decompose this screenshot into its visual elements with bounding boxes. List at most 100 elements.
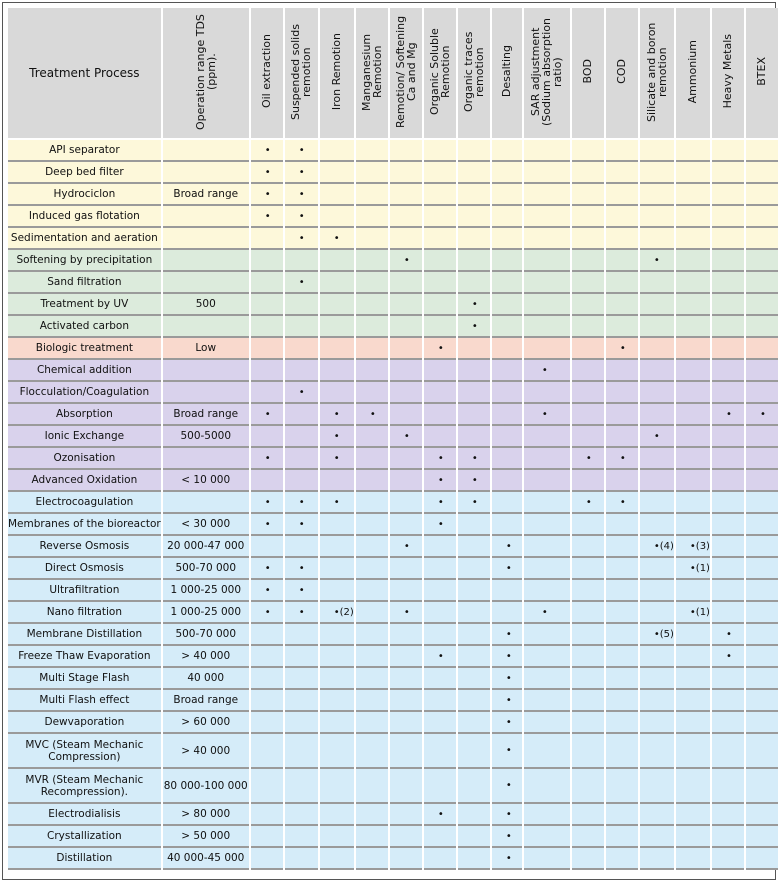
- empty-cell: [250, 338, 283, 360]
- empty-cell: [711, 769, 744, 804]
- applicability-mark: •: [319, 404, 354, 426]
- applicability-mark: •: [457, 470, 490, 492]
- empty-cell: [319, 382, 354, 404]
- empty-cell: [523, 624, 570, 646]
- empty-cell: [355, 668, 388, 690]
- empty-cell: [523, 769, 570, 804]
- table-row: Electrodialisis > 80 000 • •: [8, 804, 778, 826]
- applicability-mark: •: [571, 492, 604, 514]
- empty-cell: [711, 206, 744, 228]
- operation-range: Broad range: [162, 690, 249, 712]
- operation-range: 20 000-47 000: [162, 536, 249, 558]
- empty-cell: [639, 602, 674, 624]
- empty-cell: [639, 272, 674, 294]
- empty-cell: [389, 470, 422, 492]
- empty-cell: [571, 668, 604, 690]
- empty-cell: [523, 712, 570, 734]
- column-header: Silicate and boron remotion: [639, 8, 674, 140]
- empty-cell: [675, 404, 710, 426]
- empty-cell: [457, 536, 490, 558]
- empty-cell: [605, 769, 638, 804]
- empty-cell: [389, 712, 422, 734]
- empty-cell: [423, 382, 456, 404]
- empty-cell: [284, 426, 318, 448]
- operation-range: > 40 000: [162, 646, 249, 668]
- empty-cell: [423, 734, 456, 769]
- empty-cell: [711, 826, 744, 848]
- empty-cell: [250, 804, 283, 826]
- empty-cell: [423, 624, 456, 646]
- empty-cell: [639, 690, 674, 712]
- empty-cell: [639, 184, 674, 206]
- operation-range: [162, 360, 249, 382]
- empty-cell: [675, 712, 710, 734]
- process-name: Reverse Osmosis: [8, 536, 161, 558]
- empty-cell: [389, 558, 422, 580]
- empty-cell: [491, 602, 522, 624]
- empty-cell: [523, 492, 570, 514]
- empty-cell: [711, 690, 744, 712]
- applicability-mark: •: [423, 470, 456, 492]
- empty-cell: [457, 140, 490, 162]
- empty-cell: [745, 668, 778, 690]
- process-name: Crystallization: [8, 826, 161, 848]
- table-row: Ultrafiltration 1 000-25 000 • •: [8, 580, 778, 602]
- empty-cell: [491, 426, 522, 448]
- column-header-label: COD: [615, 59, 629, 84]
- applicability-mark: •: [284, 140, 318, 162]
- empty-cell: [711, 514, 744, 536]
- applicability-mark: •: [457, 492, 490, 514]
- column-header: BTEX: [745, 8, 778, 140]
- empty-cell: [711, 804, 744, 826]
- empty-cell: [389, 804, 422, 826]
- empty-cell: [523, 338, 570, 360]
- applicability-mark: •: [284, 162, 318, 184]
- empty-cell: [250, 769, 283, 804]
- empty-cell: [355, 228, 388, 250]
- applicability-mark: •: [639, 250, 674, 272]
- empty-cell: [319, 272, 354, 294]
- empty-cell: [523, 848, 570, 870]
- empty-cell: [284, 294, 318, 316]
- empty-cell: [745, 228, 778, 250]
- table-row: Absorption Broad range • • • • • •: [8, 404, 778, 426]
- empty-cell: [491, 140, 522, 162]
- applicability-mark: •(3): [675, 536, 710, 558]
- empty-cell: [250, 646, 283, 668]
- empty-cell: [639, 580, 674, 602]
- empty-cell: [250, 294, 283, 316]
- empty-cell: [745, 316, 778, 338]
- empty-cell: [423, 690, 456, 712]
- table-row: Dewvaporation > 60 000 •: [8, 712, 778, 734]
- empty-cell: [319, 734, 354, 769]
- empty-cell: [571, 404, 604, 426]
- empty-cell: [355, 294, 388, 316]
- applicability-mark: •: [389, 426, 422, 448]
- applicability-mark: •: [711, 646, 744, 668]
- empty-cell: [745, 338, 778, 360]
- empty-cell: [284, 624, 318, 646]
- empty-cell: [745, 162, 778, 184]
- empty-cell: [319, 826, 354, 848]
- applicability-mark: •: [491, 769, 522, 804]
- empty-cell: [250, 668, 283, 690]
- column-header: Treatment Process: [8, 8, 161, 140]
- empty-cell: [284, 536, 318, 558]
- column-header: Iron Remotion: [319, 8, 354, 140]
- empty-cell: [423, 140, 456, 162]
- empty-cell: [745, 712, 778, 734]
- empty-cell: [355, 580, 388, 602]
- empty-cell: [284, 360, 318, 382]
- column-header: Ammonium: [675, 8, 710, 140]
- empty-cell: [571, 206, 604, 228]
- empty-cell: [319, 162, 354, 184]
- column-header-label: Organic Soluble Remotion: [427, 28, 452, 115]
- empty-cell: [745, 734, 778, 769]
- empty-cell: [675, 250, 710, 272]
- empty-cell: [457, 804, 490, 826]
- table-row: API separator • •: [8, 140, 778, 162]
- applicability-mark: •: [423, 804, 456, 826]
- empty-cell: [605, 294, 638, 316]
- empty-cell: [639, 382, 674, 404]
- table-row: Hydrociclon Broad range • •: [8, 184, 778, 206]
